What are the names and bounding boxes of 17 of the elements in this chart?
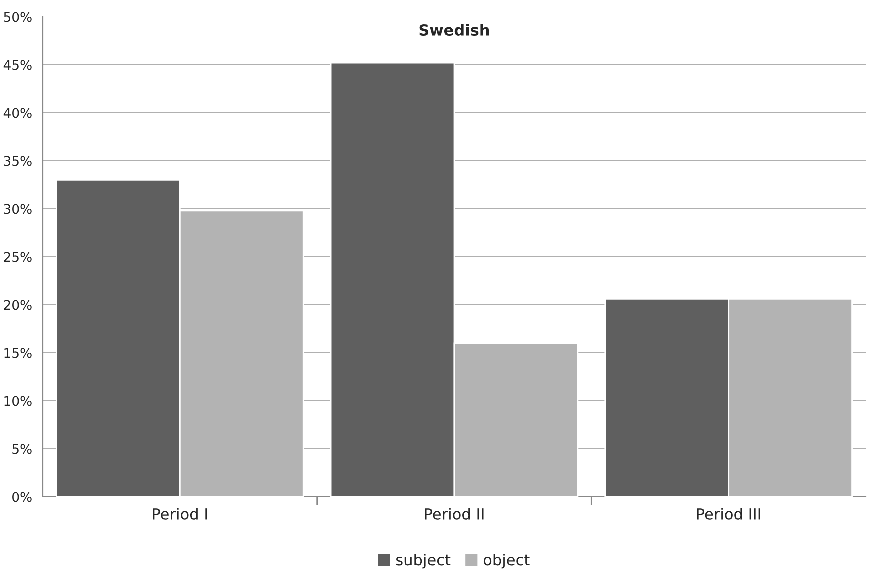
y-tick-label: 30% — [4, 204, 32, 214]
y-tick-label: 15% — [4, 348, 32, 358]
y-tick-label: 35% — [4, 156, 32, 166]
legend-label: object — [484, 554, 530, 569]
legend-label: subject — [396, 554, 451, 569]
y-tick-label: 40% — [4, 108, 32, 118]
chart-title: Swedish — [420, 24, 490, 36]
y-tick-label: 5% — [12, 444, 32, 454]
x-tick-label: Period III — [697, 508, 760, 520]
y-tick-label: 10% — [4, 396, 32, 406]
y-tick-label: 50% — [4, 12, 32, 22]
x-tick-label: Period I — [153, 508, 208, 520]
y-tick-label: 0% — [12, 492, 32, 502]
x-tick-label: Period II — [425, 508, 484, 520]
y-tick-label: 20% — [4, 300, 32, 310]
y-tick-label: 45% — [4, 60, 32, 70]
y-tick-label: 25% — [4, 252, 32, 262]
